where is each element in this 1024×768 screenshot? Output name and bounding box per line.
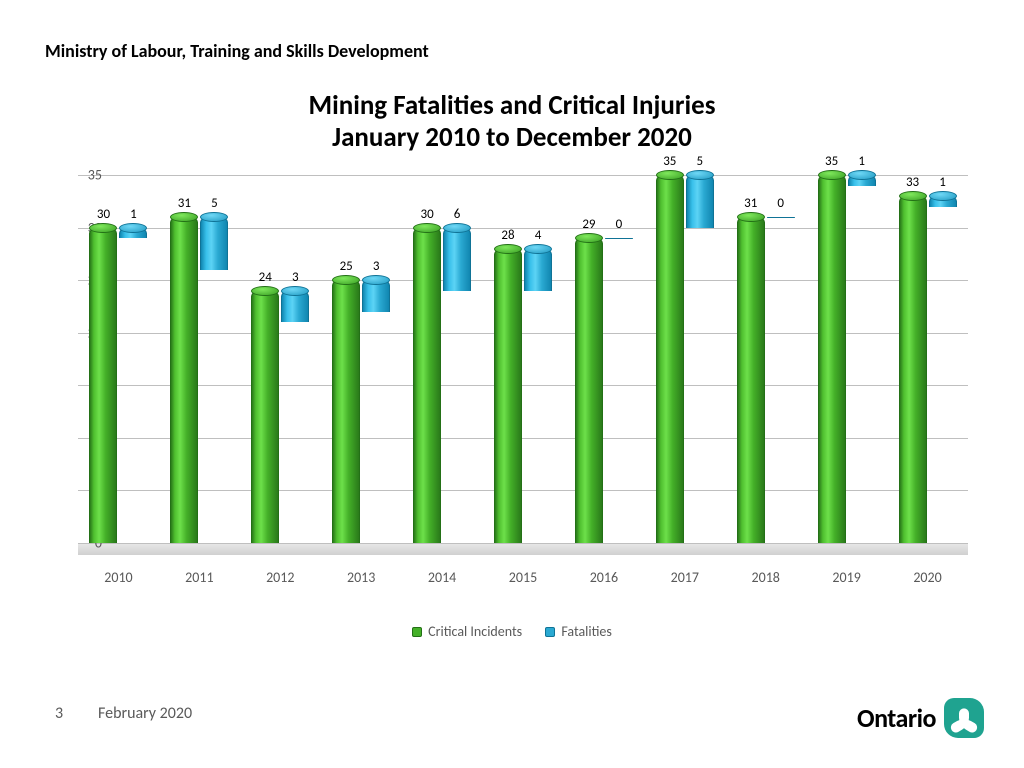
data-label: 1 (130, 207, 137, 222)
chart-floor (78, 543, 968, 555)
bar-critical: 33 (899, 196, 927, 543)
data-label: 31 (744, 196, 757, 211)
bar-critical: 28 (494, 249, 522, 543)
y-axis-tick: 35 (62, 167, 102, 184)
bar-fatalities: 1 (929, 196, 957, 207)
bar-fatalities: 1 (119, 228, 147, 239)
ministry-header: Ministry of Labour, Training and Skills … (45, 40, 429, 62)
bar-critical: 30 (89, 228, 117, 543)
bar-fatalities: 3 (362, 280, 390, 312)
data-label: 6 (454, 207, 461, 222)
x-axis-tick: 2016 (563, 569, 644, 586)
bar-fatalities: 6 (443, 228, 471, 291)
data-label: 3 (373, 259, 380, 274)
bar-fatalities: 0 (767, 217, 795, 218)
data-label: 5 (211, 196, 218, 211)
bar-critical: 29 (575, 238, 603, 543)
legend-label-fatalities: Fatalities (561, 623, 612, 640)
page-number: 3 (55, 704, 63, 723)
legend-label-critical: Critical Incidents (428, 623, 522, 640)
data-label: 4 (535, 228, 542, 243)
data-label: 1 (939, 175, 946, 190)
bar-group: 301 (89, 228, 147, 543)
bar-group: 310 (737, 217, 795, 543)
x-axis-tick: 2013 (321, 569, 402, 586)
x-axis-tick: 2011 (159, 569, 240, 586)
legend-item-fatalities: Fatalities (545, 623, 612, 640)
data-label: 5 (697, 154, 704, 169)
x-axis-tick: 2018 (725, 569, 806, 586)
data-label: 0 (777, 196, 784, 211)
legend-item-critical: Critical Incidents (412, 623, 522, 640)
chart-title-block: Mining Fatalities and Critical Injuries … (0, 90, 1024, 155)
plot-region: 0510152025303530120103152011243201225320… (78, 175, 968, 555)
data-label: 24 (259, 270, 272, 285)
data-label: 29 (582, 217, 595, 232)
bar-critical: 35 (656, 175, 684, 543)
x-axis-tick: 2015 (483, 569, 564, 586)
bar-fatalities: 3 (281, 291, 309, 323)
bar-fatalities: 5 (686, 175, 714, 228)
bar-group: 355 (656, 175, 714, 543)
bar-fatalities: 5 (200, 217, 228, 270)
x-axis-tick: 2014 (402, 569, 483, 586)
data-label: 1 (858, 154, 865, 169)
ministry-text: Ministry of Labour, Training and Skills … (45, 40, 429, 62)
data-label: 35 (663, 154, 676, 169)
bar-group: 253 (332, 280, 390, 543)
bar-fatalities: 0 (605, 238, 633, 239)
chart-title-line1: Mining Fatalities and Critical Injuries (0, 90, 1024, 122)
data-label: 25 (340, 259, 353, 274)
data-label: 35 (825, 154, 838, 169)
bar-group: 315 (170, 217, 228, 543)
bar-group: 351 (818, 175, 876, 543)
data-label: 0 (616, 217, 623, 232)
x-axis-tick: 2017 (644, 569, 725, 586)
x-axis-tick: 2020 (887, 569, 968, 586)
bar-group: 290 (575, 238, 633, 543)
ontario-trillium-icon (944, 698, 984, 738)
bar-group: 243 (251, 291, 309, 543)
bar-critical: 30 (413, 228, 441, 543)
bar-group: 331 (899, 196, 957, 543)
bar-group: 284 (494, 249, 552, 543)
data-label: 33 (906, 175, 919, 190)
bar-group: 306 (413, 228, 471, 543)
chart-title-line2: January 2010 to December 2020 (0, 122, 1024, 154)
legend: Critical Incidents Fatalities (0, 623, 1024, 641)
bar-fatalities: 1 (848, 175, 876, 186)
bar-critical: 31 (170, 217, 198, 543)
data-label: 30 (420, 207, 433, 222)
ontario-logo-text: Ontario (857, 702, 936, 734)
data-label: 3 (292, 270, 299, 285)
x-axis-tick: 2019 (806, 569, 887, 586)
x-axis-tick: 2012 (240, 569, 321, 586)
bar-fatalities: 4 (524, 249, 552, 291)
chart-area: 0510152025303530120103152011243201225320… (48, 175, 968, 595)
footer-date: February 2020 (98, 704, 192, 723)
bar-critical: 35 (818, 175, 846, 543)
data-label: 31 (178, 196, 191, 211)
bar-critical: 24 (251, 291, 279, 543)
data-label: 28 (501, 228, 514, 243)
ontario-logo: Ontario (857, 698, 984, 738)
legend-swatch-blue (545, 627, 555, 637)
gridline (78, 543, 968, 544)
x-axis-tick: 2010 (78, 569, 159, 586)
legend-swatch-green (412, 627, 422, 637)
bar-critical: 31 (737, 217, 765, 543)
footer: 3 February 2020 Ontario (0, 700, 1024, 768)
data-label: 30 (97, 207, 110, 222)
bar-critical: 25 (332, 280, 360, 543)
